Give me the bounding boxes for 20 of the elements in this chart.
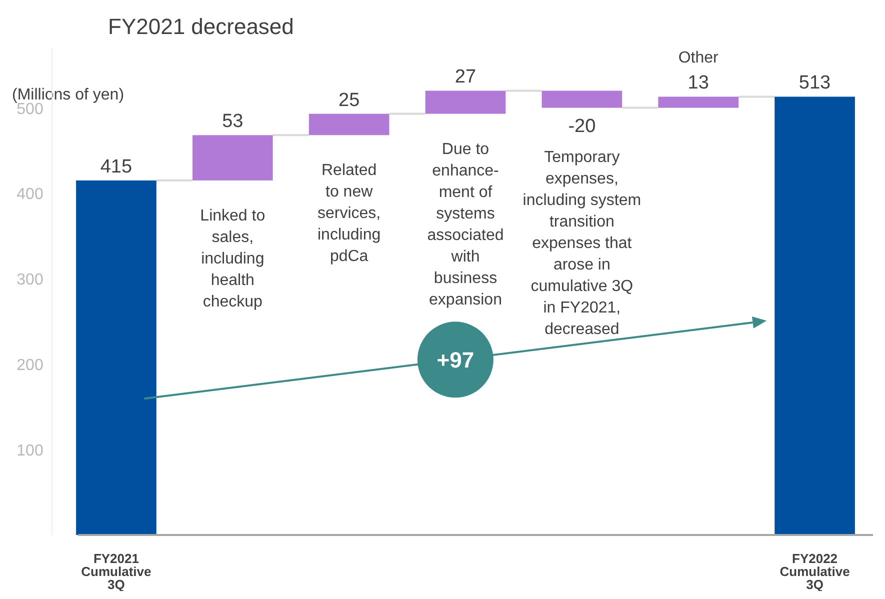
annotation: +97	[436, 348, 474, 373]
data-label: 13	[688, 72, 709, 94]
y-tick-label: 200	[16, 357, 44, 374]
y-tick-label: 500	[16, 100, 44, 118]
y-tick-label: 300	[16, 272, 44, 289]
annotation: Related to new services, including pdCa	[317, 162, 381, 266]
data-label: 53	[222, 111, 244, 132]
data-label: 27	[454, 66, 476, 88]
data-label: -20	[568, 116, 596, 137]
text: Temporary expenses, including system transition expenses that arose in cumulative 3Q in FY2021, decreased	[522, 148, 642, 338]
annotation: Linked to sales, including health checkup	[200, 207, 266, 310]
annotation: Other	[678, 50, 720, 67]
y-axis-title: (Millions of yen)	[12, 86, 124, 104]
annotation: Due to enhance- ment of systems associated with business expansion	[427, 140, 504, 308]
y-tick-label: 400	[16, 186, 44, 204]
data-label: 415	[100, 156, 132, 178]
y-tick-label: 100	[16, 442, 44, 460]
data-label: 25	[338, 90, 360, 111]
chart-title: FY2021 decreased	[108, 14, 294, 39]
data-label: 513	[798, 72, 831, 94]
